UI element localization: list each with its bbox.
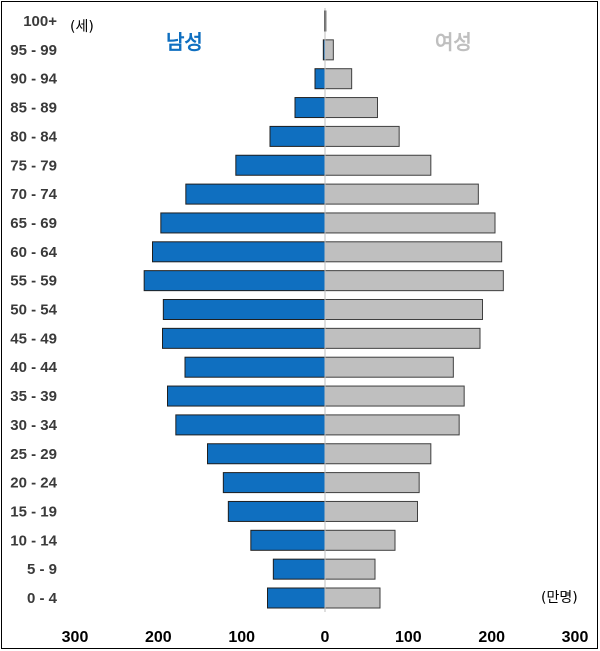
male-bar-0-4 — [267, 587, 326, 609]
female-bar-25-29 — [324, 443, 432, 465]
age-label: 10 - 14 — [10, 532, 57, 549]
male-bar-90-94 — [314, 68, 326, 90]
female-bar-70-74 — [324, 183, 479, 205]
male-bar-75-79 — [235, 154, 326, 176]
age-label: 60 - 64 — [10, 244, 57, 261]
age-label: 75 - 79 — [10, 157, 57, 174]
age-label: 45 - 49 — [10, 330, 57, 347]
age-label: 25 - 29 — [10, 446, 57, 463]
male-bars — [143, 10, 326, 609]
age-label: 0 - 4 — [27, 590, 58, 607]
male-bar-50-54 — [162, 299, 326, 320]
female-bar-50-54 — [324, 299, 483, 320]
female-bar-30-34 — [324, 414, 460, 436]
female-bar-40-44 — [324, 356, 454, 378]
age-label: 20 - 24 — [10, 475, 57, 492]
age-label: 100+ — [23, 13, 57, 30]
age-label: 70 - 74 — [10, 186, 57, 203]
x-axis-tick-labels: 300 200 100 0 100 200 300 — [62, 629, 589, 646]
age-label: 55 - 59 — [10, 273, 57, 290]
age-label: 65 - 69 — [10, 215, 57, 232]
age-label: 5 - 9 — [27, 561, 57, 578]
female-bar-55-59 — [324, 270, 504, 292]
male-bar-70-74 — [185, 183, 326, 205]
female-bar-20-24 — [324, 472, 420, 494]
male-bar-30-34 — [175, 414, 326, 436]
male-bar-10-14 — [250, 529, 326, 551]
age-unit-label: (세) — [70, 19, 94, 35]
female-bar-80-84 — [324, 125, 400, 147]
male-bar-25-29 — [207, 443, 326, 465]
legend-female-label: 여성 — [435, 30, 472, 54]
female-bar-10-14 — [324, 529, 396, 551]
age-label: 40 - 44 — [10, 359, 57, 376]
female-bar-85-89 — [324, 97, 378, 119]
age-labels: 100+ 95 - 99 90 - 94 85 - 89 80 - 84 75 - 79 7… — [10, 13, 57, 607]
male-bar-55-59 — [143, 270, 326, 292]
male-bar-15-19 — [227, 500, 326, 522]
x-tick-label: 0 — [321, 629, 330, 646]
female-bar-60-64 — [324, 241, 503, 263]
female-bar-45-49 — [324, 327, 481, 349]
age-label: 90 - 94 — [10, 71, 57, 88]
female-bars — [324, 10, 504, 609]
male-bar-5-9 — [272, 558, 326, 580]
male-bar-65-69 — [160, 212, 326, 234]
age-label: 35 - 39 — [10, 388, 57, 405]
male-bar-20-24 — [222, 472, 326, 494]
male-bar-80-84 — [269, 125, 326, 147]
x-tick-label: 200 — [145, 629, 172, 646]
male-bar-45-49 — [162, 327, 326, 349]
age-label: 85 - 89 — [10, 100, 57, 117]
population-unit-label: (만명) — [541, 590, 578, 606]
female-bar-90-94 — [324, 68, 353, 90]
female-bar-5-9 — [324, 558, 376, 580]
male-bar-40-44 — [184, 356, 326, 378]
female-bar-15-19 — [324, 500, 418, 522]
age-label: 80 - 84 — [10, 128, 57, 145]
female-bar-35-39 — [324, 385, 465, 407]
male-bar-85-89 — [294, 97, 326, 119]
age-label: 95 - 99 — [10, 42, 57, 59]
x-tick-label: 100 — [228, 629, 255, 646]
female-bar-95-99 — [324, 39, 334, 61]
x-tick-label: 200 — [478, 629, 505, 646]
legend-male-label: 남성 — [166, 30, 203, 54]
female-bar-75-79 — [324, 154, 432, 176]
x-tick-label: 300 — [562, 629, 589, 646]
age-label: 50 - 54 — [10, 302, 57, 319]
male-bar-60-64 — [152, 241, 326, 263]
age-label: 30 - 34 — [10, 417, 57, 434]
x-tick-label: 300 — [62, 629, 89, 646]
x-tick-label: 100 — [395, 629, 422, 646]
male-bar-35-39 — [167, 385, 326, 407]
female-bar-65-69 — [324, 212, 496, 234]
age-label: 15 - 19 — [10, 503, 57, 520]
female-bar-0-4 — [324, 587, 381, 609]
